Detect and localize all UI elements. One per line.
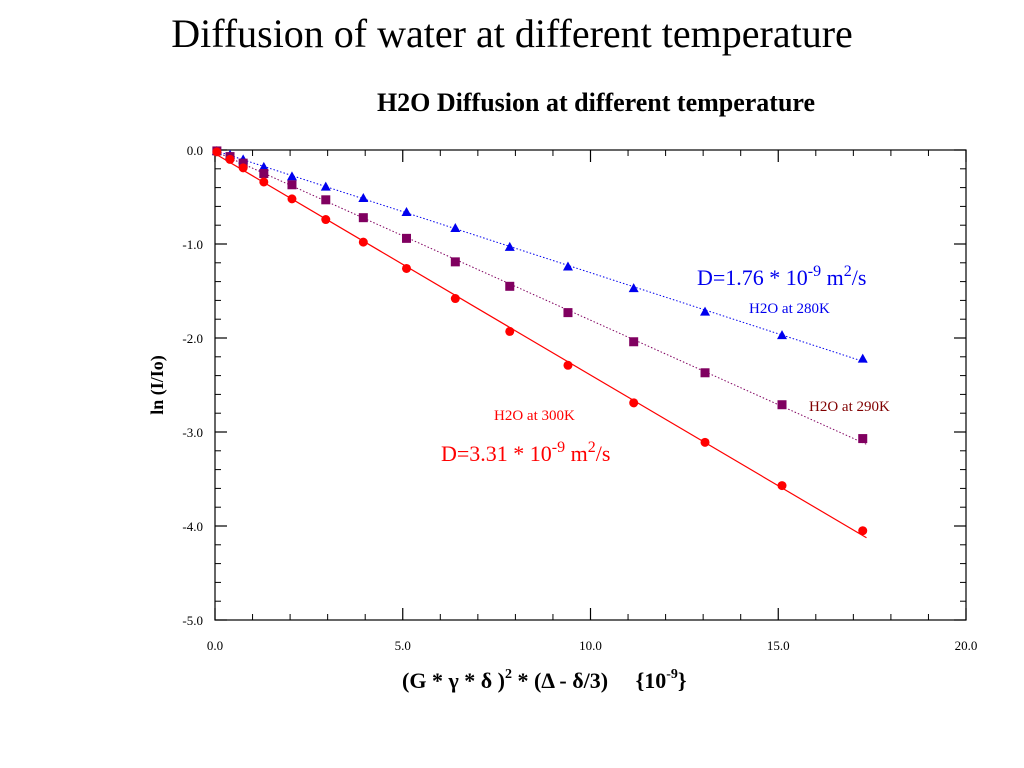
data-point-290k [700,368,710,378]
data-point-300k [700,437,710,447]
data-point-280k [504,241,515,251]
chart-title: H2O Diffusion at different temperature [377,88,815,117]
equation-300k: D=3.31 * 10-9 m2/s [441,439,610,466]
data-point-300k [563,360,573,370]
series-label-290k: H2O at 290K [809,399,890,415]
series-label-280k: H2O at 280K [749,301,830,317]
data-point-300k [225,154,235,164]
data-point-300k [238,163,248,173]
data-point-280k [401,207,412,217]
data-point-290k [321,195,331,205]
data-point-300k [402,263,412,273]
y-tick-label: -1.0 [182,237,203,252]
data-point-290k [358,213,368,223]
data-point-280k [700,306,711,316]
equation-280k-unit-tail: /s [852,265,867,290]
data-point-300k [858,526,868,536]
data-point-300k [505,326,515,336]
data-point-300k [358,237,368,247]
x-tick-label: 5.0 [395,638,411,653]
x-tick-label: 0.0 [207,638,223,653]
x-axis-label-sup1: 2 [505,667,512,682]
y-axis-label: ln (I/Io) [147,355,168,415]
data-point-280k [562,261,573,271]
data-markers [211,145,868,536]
data-point-290k [450,257,460,267]
fit-line-1 [216,151,867,445]
equation-300k-unit-tail: /s [596,441,611,466]
data-point-300k [629,398,639,408]
data-point-300k [450,294,460,304]
data-point-280k [857,353,868,363]
data-point-280k [286,171,297,181]
y-tick-label: -3.0 [182,425,203,440]
data-point-280k [450,223,461,233]
fit-line-2 [216,154,867,539]
x-axis-label: (G * γ * δ )2 * (Δ - δ/3) {10-9} [402,667,687,693]
data-point-290k [629,337,639,347]
x-tick-label: 15.0 [767,638,790,653]
axis-ticks: 0.0 5.0 10.0 15.0 20.0 0.0 -1.0 -2.0 -3.0 -4.0 -5.… [182,143,977,653]
data-point-290k [402,233,412,243]
y-tick-label: -5.0 [182,613,203,628]
equation-300k-unit: m [565,441,588,466]
x-axis-label-part2: * (Δ - δ/3) {10 [512,668,666,693]
data-point-280k [358,192,369,202]
x-axis-label-part3: } [678,668,687,693]
data-point-300k [321,215,331,225]
fit-line-0 [216,150,867,363]
data-point-300k [287,194,297,204]
data-point-280k [628,283,639,293]
equation-280k-unit: m [821,265,844,290]
data-point-300k [777,481,787,491]
equation-300k-unit-exp: 2 [588,439,596,456]
x-tick-label: 10.0 [579,638,602,653]
series-label-300k: H2O at 300K [494,408,575,424]
data-point-290k [259,169,269,178]
slide-title: Diffusion of water at different temperat… [171,11,853,56]
data-point-290k [238,158,248,168]
data-point-290k [858,434,868,444]
x-tick-label: 20.0 [955,638,978,653]
equation-280k-exp: -9 [808,263,821,280]
equation-280k-unit-exp: 2 [844,263,852,280]
y-tick-label: -4.0 [182,519,203,534]
data-point-280k [777,330,788,340]
data-point-290k [563,308,573,318]
data-point-290k [505,281,515,291]
data-point-300k [259,177,269,187]
data-point-290k [287,180,297,190]
equation-280k-part1: D=1.76 * 10 [697,265,808,290]
y-tick-label: 0.0 [187,143,203,158]
data-point-300k [212,147,222,157]
equation-300k-exp: -9 [552,439,565,456]
x-axis-label-sup2: -9 [666,667,678,682]
y-tick-label: -2.0 [182,331,203,346]
x-axis-label-part1: (G * γ * δ ) [402,668,505,693]
equation-300k-part1: D=3.31 * 10 [441,441,552,466]
data-point-280k [320,181,331,191]
fit-lines [216,150,867,539]
equation-280k: D=1.76 * 10-9 m2/s [697,263,866,290]
data-point-290k [777,400,787,410]
data-point-280k [258,161,269,171]
